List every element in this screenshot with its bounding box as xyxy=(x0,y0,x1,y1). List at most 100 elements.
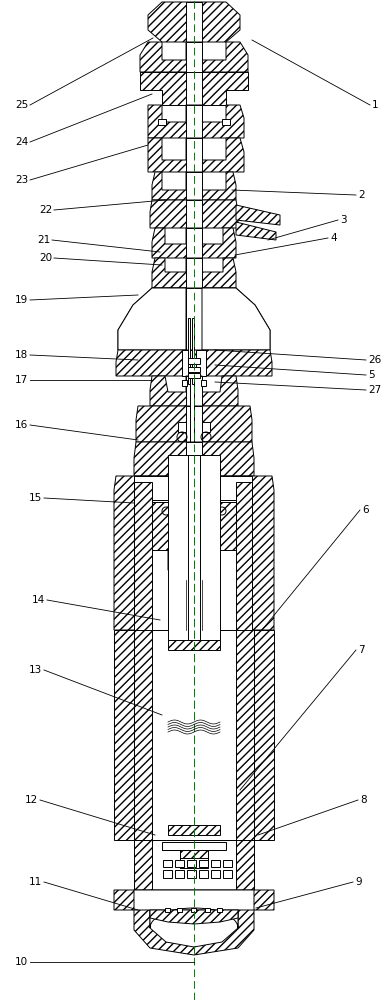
Bar xyxy=(223,870,232,878)
Polygon shape xyxy=(152,228,236,258)
Bar xyxy=(186,288,202,350)
Bar xyxy=(186,138,202,172)
Polygon shape xyxy=(152,258,236,288)
Bar xyxy=(188,472,200,580)
Text: 15: 15 xyxy=(29,493,42,503)
Polygon shape xyxy=(134,890,254,947)
Polygon shape xyxy=(134,630,152,840)
Polygon shape xyxy=(162,842,226,868)
Polygon shape xyxy=(140,72,248,105)
Bar xyxy=(188,367,200,372)
Bar xyxy=(186,172,202,200)
Polygon shape xyxy=(148,105,244,138)
Polygon shape xyxy=(150,908,238,928)
Bar xyxy=(177,908,182,912)
Text: 26: 26 xyxy=(368,355,381,365)
Bar xyxy=(211,860,220,867)
Polygon shape xyxy=(152,840,236,890)
Bar xyxy=(158,119,166,125)
Bar xyxy=(211,870,220,878)
Text: 10: 10 xyxy=(15,957,28,967)
Bar xyxy=(163,860,172,867)
Bar xyxy=(163,870,172,878)
Polygon shape xyxy=(152,172,236,200)
Bar xyxy=(186,442,202,476)
Bar xyxy=(201,380,206,386)
Bar xyxy=(175,860,184,867)
Polygon shape xyxy=(152,500,236,630)
Bar xyxy=(168,470,220,550)
Bar xyxy=(188,373,200,378)
Bar xyxy=(190,376,194,442)
Polygon shape xyxy=(114,890,274,955)
Polygon shape xyxy=(114,630,274,840)
Text: 22: 22 xyxy=(39,205,52,215)
Polygon shape xyxy=(140,42,248,72)
Bar xyxy=(196,350,206,376)
Bar xyxy=(182,350,192,376)
Bar xyxy=(188,455,200,640)
Polygon shape xyxy=(168,550,220,580)
Polygon shape xyxy=(134,482,252,630)
Polygon shape xyxy=(236,222,276,240)
Text: 3: 3 xyxy=(340,215,346,225)
Polygon shape xyxy=(134,630,254,840)
Polygon shape xyxy=(134,476,252,630)
Text: 18: 18 xyxy=(15,350,28,360)
Bar xyxy=(186,258,202,288)
Text: 4: 4 xyxy=(330,233,337,243)
Polygon shape xyxy=(148,138,244,172)
Text: 27: 27 xyxy=(368,385,381,395)
Text: 8: 8 xyxy=(360,795,367,805)
Text: 2: 2 xyxy=(358,190,365,200)
Text: 19: 19 xyxy=(15,295,28,305)
Bar xyxy=(222,119,230,125)
Polygon shape xyxy=(116,350,272,376)
Polygon shape xyxy=(150,376,238,406)
Bar xyxy=(187,870,196,878)
Bar xyxy=(188,318,190,384)
Bar xyxy=(186,200,202,228)
Polygon shape xyxy=(152,502,236,550)
Polygon shape xyxy=(168,640,220,650)
Bar xyxy=(175,870,184,878)
Text: 14: 14 xyxy=(32,595,45,605)
Text: 11: 11 xyxy=(29,877,42,887)
Bar xyxy=(192,318,194,384)
Bar xyxy=(205,908,210,912)
Bar xyxy=(186,2,202,42)
Bar xyxy=(186,406,202,442)
Text: 23: 23 xyxy=(15,175,28,185)
Bar xyxy=(186,42,202,72)
Bar xyxy=(186,105,202,138)
Polygon shape xyxy=(150,910,238,924)
Text: 21: 21 xyxy=(37,235,50,245)
Bar xyxy=(188,358,200,364)
Polygon shape xyxy=(186,520,202,550)
Polygon shape xyxy=(168,825,220,835)
Bar xyxy=(187,860,196,867)
Polygon shape xyxy=(176,552,212,568)
Polygon shape xyxy=(162,850,208,858)
Bar xyxy=(223,860,232,867)
Text: 5: 5 xyxy=(368,370,375,380)
Polygon shape xyxy=(136,406,252,442)
Polygon shape xyxy=(114,476,274,630)
Text: 13: 13 xyxy=(29,665,42,675)
Text: 17: 17 xyxy=(15,375,28,385)
Polygon shape xyxy=(150,200,238,228)
Text: 1: 1 xyxy=(372,100,379,110)
Polygon shape xyxy=(118,288,186,350)
Text: 16: 16 xyxy=(15,420,28,430)
Text: 20: 20 xyxy=(39,253,52,263)
Polygon shape xyxy=(134,840,254,890)
Bar xyxy=(178,422,186,432)
Polygon shape xyxy=(134,442,254,476)
Text: 9: 9 xyxy=(355,877,362,887)
Polygon shape xyxy=(152,630,236,840)
Bar xyxy=(186,376,202,406)
Bar xyxy=(168,455,220,640)
Polygon shape xyxy=(236,205,280,225)
Bar xyxy=(165,908,170,912)
Bar xyxy=(182,380,187,386)
